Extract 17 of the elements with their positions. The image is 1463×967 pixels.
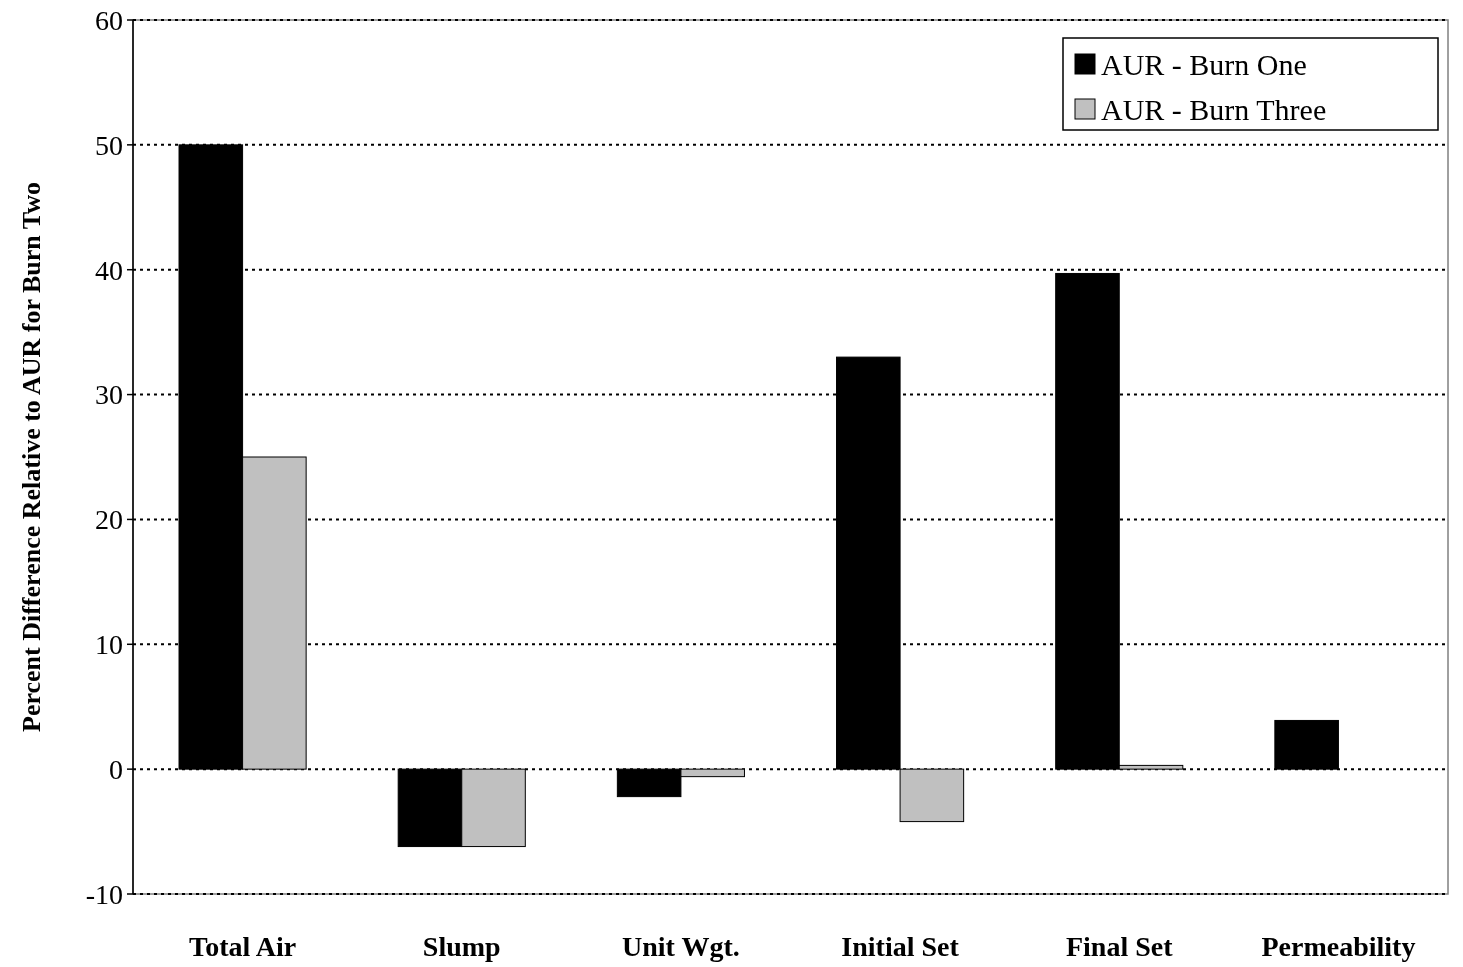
y-tick-label: 30 xyxy=(95,379,123,411)
x-tick-label: Initial Set xyxy=(841,931,960,962)
y-tick-label: 20 xyxy=(95,504,123,536)
y-tick-label: 0 xyxy=(109,753,123,785)
legend-label: AUR - Burn One xyxy=(1101,47,1307,81)
y-tick-label: 50 xyxy=(95,129,123,161)
x-tick-label: Final Set xyxy=(1065,931,1174,962)
x-tick-label: Total Air xyxy=(189,931,297,962)
y-axis-title: Percent Difference Relative to AUR for Burn Two xyxy=(17,182,46,732)
x-tick-label: Slump xyxy=(422,931,501,962)
x-tick-label: Unit Wgt. xyxy=(622,931,740,962)
y-tick-label: 40 xyxy=(95,254,123,286)
x-tick-label: Permeability xyxy=(1261,931,1416,962)
y-tick-label: 60 xyxy=(95,4,123,36)
y-tick-label: 10 xyxy=(95,629,123,661)
y-tick-label: -10 xyxy=(85,878,123,910)
legend-label: AUR - Burn Three xyxy=(1101,92,1327,126)
